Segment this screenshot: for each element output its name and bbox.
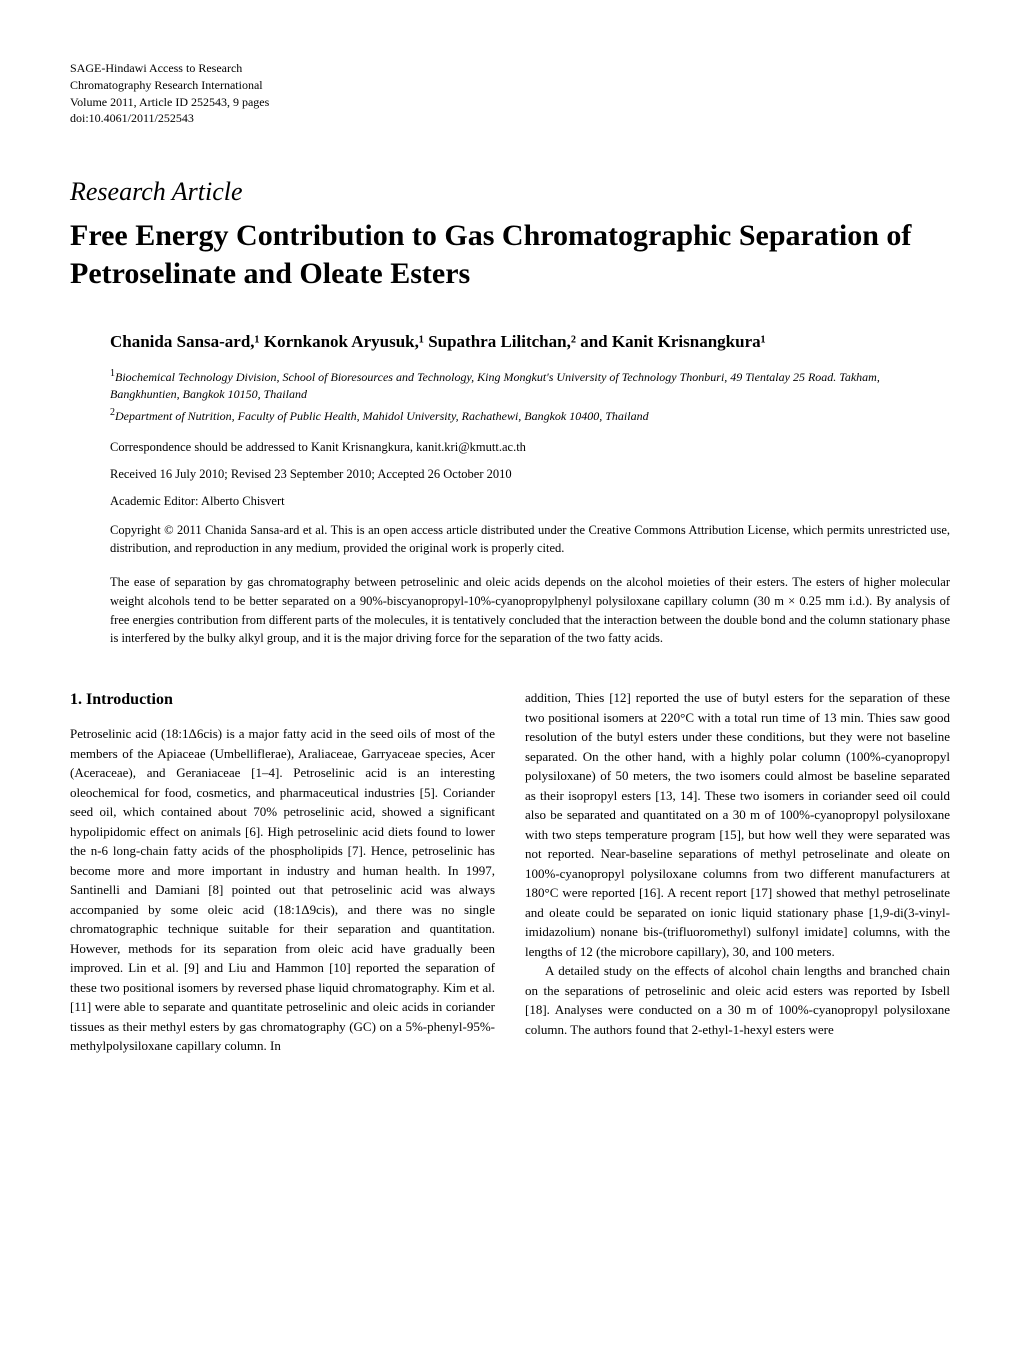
article-title: Free Energy Contribution to Gas Chromato… bbox=[70, 217, 950, 292]
affiliation-1: 1Biochemical Technology Division, School… bbox=[70, 367, 950, 403]
intro-paragraph-left: Petroselinic acid (18:1Δ6cis) is a major… bbox=[70, 724, 495, 1056]
journal-name: Chromatography Research International bbox=[70, 77, 950, 94]
section-heading-intro: 1. Introduction bbox=[70, 688, 495, 712]
journal-doi: doi:10.4061/2011/252543 bbox=[70, 110, 950, 127]
intro-paragraph-right-2: A detailed study on the effects of alcoh… bbox=[525, 961, 950, 1039]
journal-info-block: SAGE-Hindawi Access to Research Chromato… bbox=[70, 60, 950, 127]
journal-access: SAGE-Hindawi Access to Research bbox=[70, 60, 950, 77]
intro-paragraph-right-1: addition, Thies [12] reported the use of… bbox=[525, 688, 950, 961]
right-column: addition, Thies [12] reported the use of… bbox=[525, 688, 950, 1056]
copyright-block: Copyright © 2011 Chanida Sansa-ard et al… bbox=[70, 521, 950, 559]
abstract-block: The ease of separation by gas chromatogr… bbox=[70, 573, 950, 648]
affiliation-2: 2Department of Nutrition, Faculty of Pub… bbox=[70, 406, 950, 425]
article-type: Research Article bbox=[70, 177, 950, 207]
affiliation-2-text: Department of Nutrition, Faculty of Publ… bbox=[115, 409, 649, 423]
journal-volume: Volume 2011, Article ID 252543, 9 pages bbox=[70, 94, 950, 111]
authors-line: Chanida Sansa-ard,¹ Kornkanok Aryusuk,¹ … bbox=[70, 332, 950, 352]
affiliation-1-text: Biochemical Technology Division, School … bbox=[110, 370, 880, 401]
correspondence-line: Correspondence should be addressed to Ka… bbox=[70, 440, 950, 455]
left-column: 1. Introduction Petroselinic acid (18:1Δ… bbox=[70, 688, 495, 1056]
two-column-content: 1. Introduction Petroselinic acid (18:1Δ… bbox=[70, 688, 950, 1056]
dates-line: Received 16 July 2010; Revised 23 Septem… bbox=[70, 467, 950, 482]
editor-line: Academic Editor: Alberto Chisvert bbox=[70, 494, 950, 509]
